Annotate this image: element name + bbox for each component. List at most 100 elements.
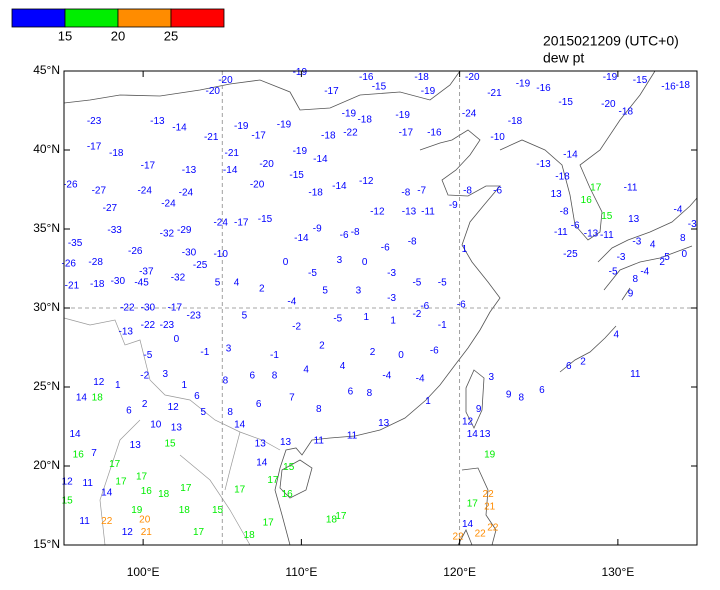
station-value: -17 — [251, 130, 266, 141]
station-value: -19 — [277, 119, 292, 130]
station-value: 17 — [180, 483, 192, 494]
station-value: -21 — [65, 281, 80, 292]
station-value: -21 — [204, 132, 219, 143]
station-value: 15 — [212, 505, 224, 516]
x-tick-label: 120°E — [443, 565, 476, 579]
x-tick-label: 100°E — [127, 565, 160, 579]
time-label: 2015021209 (UTC+0) — [543, 33, 679, 49]
station-value: 13 — [255, 439, 267, 450]
station-value: 8 — [316, 404, 322, 415]
station-value: -17 — [324, 86, 339, 97]
station-value: 18 — [326, 514, 338, 525]
y-tick-label: 15°N — [33, 537, 60, 551]
station-value: -6 — [571, 220, 580, 231]
station-value: 1 — [115, 380, 121, 391]
station-value: -27 — [92, 186, 107, 197]
station-value: 16 — [282, 489, 294, 500]
coastline — [274, 129, 501, 546]
station-value: -3 — [387, 293, 396, 304]
station-value: -37 — [139, 266, 154, 277]
station-value: -15 — [258, 214, 273, 225]
station-value: 12 — [462, 416, 474, 427]
station-value: -23 — [160, 320, 175, 331]
station-value: 11 — [630, 369, 641, 380]
station-value: 6 — [194, 391, 200, 402]
station-value: -6 — [430, 345, 439, 356]
station-value: 0 — [174, 334, 180, 345]
station-value: 17 — [115, 476, 127, 487]
station-value: 14 — [70, 429, 82, 440]
station-value: 19 — [484, 450, 496, 461]
station-value: -33 — [107, 225, 122, 236]
station-value: 3 — [356, 285, 362, 296]
station-value: -3 — [632, 236, 641, 247]
station-value: 8 — [633, 274, 639, 285]
station-value: -13 — [182, 165, 197, 176]
station-value: 12 — [93, 377, 105, 388]
station-value: 16 — [141, 486, 153, 497]
station-value: 16 — [73, 450, 85, 461]
station-value: -14 — [563, 149, 578, 160]
station-value: -14 — [172, 123, 187, 134]
colorbar-box — [64, 8, 119, 28]
station-value: 20 — [139, 514, 151, 525]
station-value: -20 — [218, 75, 233, 86]
station-value: -15 — [558, 97, 573, 108]
station-value: -8 — [408, 236, 417, 247]
station-value: 17 — [267, 475, 279, 486]
station-value: -8 — [351, 227, 360, 238]
station-value: -30 — [182, 247, 197, 258]
station-value: 5 — [242, 311, 248, 322]
coastline — [63, 70, 461, 111]
station-value: -18 — [676, 80, 691, 91]
station-value: -4 — [640, 266, 649, 277]
station-value: -6 — [493, 186, 502, 197]
station-value: -16 — [536, 83, 551, 94]
station-value: 17 — [136, 472, 148, 483]
station-value: 22 — [452, 532, 464, 543]
station-value: -18 — [508, 116, 523, 127]
station-value: -20 — [206, 86, 221, 97]
axes: 100°E 110°E 120°E 130°E 15°N 20°N 25°N 30°N 35°N… — [33, 63, 697, 579]
station-value: 11 — [347, 431, 358, 442]
colorbar-box — [170, 8, 225, 28]
border — [63, 317, 281, 546]
station-value: -19 — [342, 108, 357, 119]
colorbar-label: 20 — [111, 28, 125, 43]
station-value: 14 — [101, 488, 113, 499]
station-value: -45 — [134, 277, 149, 288]
colorbar-box — [11, 8, 66, 28]
station-value: -17 — [399, 127, 414, 138]
station-value: 14 — [76, 393, 88, 404]
station-value: -24 — [213, 217, 228, 228]
station-value: -19 — [395, 110, 410, 121]
station-value: -20 — [250, 179, 265, 190]
station-value: 19 — [131, 505, 143, 516]
station-value: -30 — [141, 303, 156, 314]
y-tick-label: 30°N — [33, 300, 60, 314]
station-value: -5 — [661, 252, 670, 263]
station-value: -6 — [340, 230, 349, 241]
station-value: -24 — [161, 198, 176, 209]
station-value: 13 — [479, 429, 491, 440]
station-value: 9 — [476, 404, 482, 415]
korea — [499, 70, 656, 241]
station-value: 17 — [234, 484, 246, 495]
station-value: 17 — [590, 183, 602, 194]
station-value: 8 — [680, 233, 686, 244]
station-value: 1 — [425, 396, 431, 407]
station-value: -2 — [292, 322, 301, 333]
station-value: -20 — [601, 99, 616, 110]
station-value: 3 — [162, 369, 168, 380]
station-value: 3 — [488, 372, 494, 383]
station-value: 2 — [659, 257, 665, 268]
stations: -23-17-18-26-27-27-24-17-13-14-24-24-13-… — [62, 67, 698, 543]
station-value: -6 — [420, 301, 429, 312]
station-value: 3 — [226, 344, 232, 355]
station-value: 15 — [283, 462, 295, 473]
station-value: -18 — [109, 148, 124, 159]
station-value: -11 — [421, 206, 435, 217]
station-value: -5 — [308, 268, 317, 279]
station-value: 5 — [322, 285, 328, 296]
station-value: -6 — [381, 243, 390, 254]
